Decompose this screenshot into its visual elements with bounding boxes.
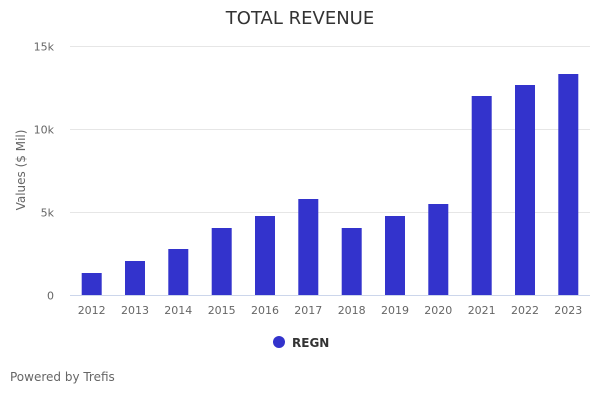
x-tick-label: 2017 [294,304,322,317]
bar-2015[interactable] [211,228,232,295]
y-axis-label: Values ($ Mil) [14,130,28,211]
x-tick-label: 2012 [78,304,106,317]
x-tick-label: 2013 [121,304,149,317]
bar-2014[interactable] [168,249,189,295]
x-axis-ticks: 2012 2013 2014 2015 2016 2017 2018 2019 2020 2021… [78,304,583,317]
bar-2013[interactable] [125,261,145,295]
x-tick-label: 2022 [511,304,539,317]
y-tick-label: 10k [34,124,55,137]
bar-2017[interactable] [298,199,319,295]
y-tick-label: 15k [34,41,55,54]
x-tick-label: 2021 [468,304,496,317]
x-tick-label: 2014 [164,304,192,317]
gridlines [70,46,590,213]
x-tick-label: 2020 [424,304,452,317]
legend[interactable]: REGN [273,336,329,350]
x-tick-label: 2015 [208,304,236,317]
y-tick-label: 5k [41,207,55,220]
bar-2016[interactable] [255,216,275,295]
y-tick-label: 0 [47,290,54,303]
chart-title: TOTAL REVENUE [225,8,374,29]
bar-2012[interactable] [81,273,102,295]
bar-2018[interactable] [341,228,362,295]
bar-2020[interactable] [428,204,449,295]
bar-2022[interactable] [515,85,535,295]
y-axis-ticks: 0 5k 10k 15k [34,41,55,303]
bar-2021[interactable] [471,96,492,295]
legend-label[interactable]: REGN [292,336,329,350]
bar-2023[interactable] [558,74,579,295]
x-tick-label: 2023 [554,304,582,317]
bars [81,74,579,295]
x-tick-label: 2016 [251,304,279,317]
powered-by-credit[interactable]: Powered by Trefis [10,370,115,384]
bar-2019[interactable] [385,216,405,295]
x-tick-label: 2018 [338,304,366,317]
x-tick-label: 2019 [381,304,409,317]
legend-marker-icon [273,336,285,348]
